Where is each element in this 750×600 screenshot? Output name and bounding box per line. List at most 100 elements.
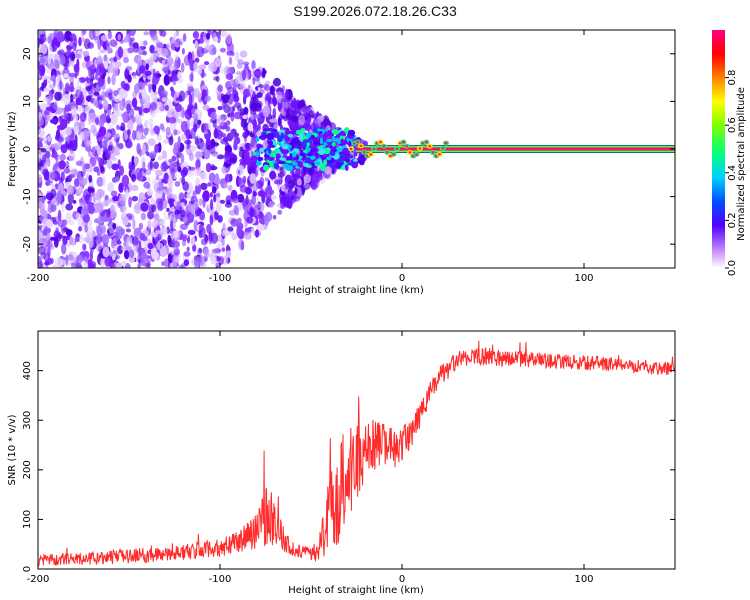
spectrogram-cell [45,106,53,111]
spectrogram-cell [126,47,135,54]
spectrogram-cell [157,241,161,251]
spectrogram-cell [300,152,306,156]
spectrogram-cell [53,236,59,248]
spectrogram-cell [169,262,174,268]
spectrogram-cell [284,184,289,190]
spectrogram-cell [79,199,86,207]
spectrogram-cell [59,153,66,161]
spectrogram-cell [104,132,112,138]
spectrogram-cell [324,165,332,175]
spectrogram-cell [240,118,247,128]
spectrogram-cell [88,112,97,119]
spectrogram-cell [131,155,135,167]
spectrogram-cell [117,228,123,240]
spectrogram-cell [238,84,246,90]
spectrogram-cell [205,162,212,173]
spectrogram-cell [66,46,72,54]
spectrogram-cell [141,143,146,155]
spectrogram-cell [117,46,124,58]
spectrogram-cell [113,90,118,97]
spectrogram-cell [152,68,156,77]
spectrogram-cell [126,213,135,221]
spectrogram-cell [54,91,62,102]
spectrogram-cell [111,212,115,220]
spectrogram-cell [273,77,281,87]
spectrogram-y-tick-label: 0 [22,146,33,152]
spectrogram-cell [183,251,191,257]
spectrogram-cell [229,42,234,54]
spectrogram-cell [133,202,142,214]
spectrogram-cell [84,100,89,106]
spectrogram-cell [292,141,298,146]
spectrogram-cell [192,190,197,199]
spectrogram-cell [199,171,208,181]
spectrogram-cell [41,74,48,80]
spectrogram-cell [115,176,120,183]
tone-segment-core [408,151,412,154]
spectrogram-cell [264,177,269,182]
spectrogram-cell [120,99,125,108]
colorbar-label: Normalized spectral amplitude [736,87,747,241]
spectrogram-cell [38,153,41,160]
spectrogram-cell [163,258,170,268]
spectrogram-cell [291,98,298,110]
spectrogram-cell [302,141,307,148]
tone-segment-core [392,153,395,156]
spectrogram-cell [259,176,265,188]
spectrogram-cell [177,136,181,146]
spectrogram-cell [52,264,60,268]
spectrogram-cell [222,136,229,143]
spectrogram-cell [276,91,283,98]
spectrogram-cell [40,33,44,46]
spectrogram-cell [310,134,315,140]
spectrogram-cell [190,236,196,246]
spectrogram-cell [87,259,93,267]
spectrogram-cell [112,196,120,202]
spectrogram-cell [244,154,251,166]
spectrogram-cell [61,201,65,212]
spectrogram-cell [210,198,214,211]
spectrogram-cell [199,223,204,233]
spectrogram-cell [263,164,269,171]
spectrogram-cell [99,103,103,110]
spectrogram-tone [348,139,675,159]
spectrogram-cell [57,234,64,239]
colorbar-tick-label: 0.0 [727,260,738,276]
spectrogram-cell [39,103,48,111]
spectrogram-cell [203,147,211,160]
spectrogram-cell [267,140,273,146]
spectrogram-cell [277,160,286,165]
spectrogram-cell [136,116,143,126]
spectrogram-cell [56,124,65,131]
spectrogram-cell [278,114,284,120]
spectrogram-cell [188,153,194,161]
spectrogram-cell [197,64,205,70]
spectrogram-cell [122,216,129,226]
spectrogram-cell [82,30,87,35]
spectrogram-cell [196,151,204,157]
spectrogram-cell [237,59,244,65]
spectrogram-y-tick-label: -20 [22,236,33,252]
spectrogram-cell [291,121,296,129]
spectrogram-cell [145,169,152,176]
spectrogram-cell [242,175,247,184]
spectrogram-cell [216,129,223,140]
spectrogram-cell [235,207,240,216]
spectrogram-cell [139,65,146,74]
spectrogram-cell [159,220,166,225]
spectrogram-cell [274,179,279,185]
spectrogram-cell [346,154,354,159]
spectrogram-cell [273,118,278,123]
spectrogram-cell [200,238,208,246]
spectrogram-cell [181,134,187,141]
spectrogram-cell [97,39,102,51]
spectrogram-cell [268,144,276,148]
spectrogram-cell [137,263,141,268]
spectrogram-cell [268,201,274,209]
spectrogram-cell [272,215,277,220]
tone-segment-core [405,145,409,148]
spectrogram-cell [287,133,294,138]
spectrogram-cell [299,135,303,141]
spectrogram-cell [149,44,155,54]
